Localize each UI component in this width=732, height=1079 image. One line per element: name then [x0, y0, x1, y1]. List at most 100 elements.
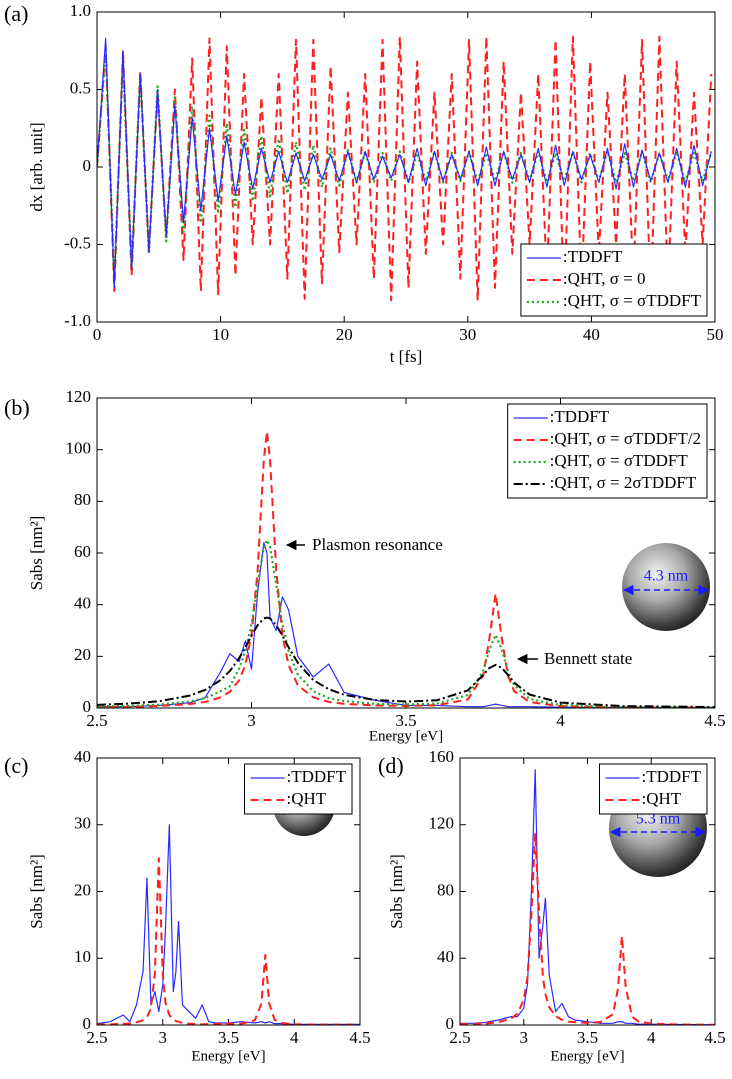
y-tick-label: 80	[74, 490, 91, 509]
series-group	[97, 430, 715, 708]
plot-frame	[96, 397, 716, 709]
legend: :TDDFT :QHT	[599, 763, 708, 815]
series-line	[460, 832, 715, 1025]
y-tick-label: 0.5	[70, 78, 91, 97]
legend-label: :QHT	[642, 789, 682, 808]
y-tick-label: 120	[66, 387, 92, 406]
panel: (a) 0 10 20 30 40 50 -1.0 -0.5 0 0.5 1.0 t [fs] dx [a…	[4, 1, 724, 366]
series-line	[97, 430, 715, 708]
y-tick-label: 30	[74, 814, 91, 833]
x-tick-label: 50	[707, 325, 724, 344]
legend-label: :QHT, σ = σTDDFT/2	[550, 429, 701, 448]
x-tick-label: 4.5	[704, 711, 725, 730]
y-tick-label: 40	[437, 947, 454, 966]
series-line	[97, 616, 715, 708]
y-tick-label: 10	[74, 947, 91, 966]
series-line	[97, 35, 713, 302]
x-axis-label: Energy [eV]	[369, 728, 443, 744]
series-line	[97, 538, 715, 708]
y-axis-label: Sabs [nm²]	[27, 854, 46, 929]
x-tick-label: 3	[520, 1028, 529, 1047]
y-axis-label: Sabs [nm²]	[27, 516, 46, 591]
series-group	[460, 769, 715, 1025]
y-tick-label: 100	[66, 439, 92, 458]
annotation: 5.3 nm	[636, 811, 681, 828]
y-tick-label: 40	[74, 747, 91, 766]
y-tick-label: 120	[429, 814, 455, 833]
legend: :TDDFT :QHT	[244, 763, 353, 815]
series-line	[97, 37, 712, 289]
legend-box	[599, 763, 708, 815]
y-tick-label: 0	[83, 156, 92, 175]
annotation: Plasmon resonance	[312, 535, 443, 554]
x-tick-label: 2.5	[86, 1028, 107, 1047]
x-axis-label: Energy [eV]	[191, 1048, 265, 1064]
x-tick-label: 20	[336, 325, 353, 344]
series-line	[97, 857, 360, 1025]
y-tick-label: -1.0	[64, 311, 91, 330]
x-tick-label: 3	[159, 1028, 168, 1047]
y-tick-label: 20	[74, 880, 91, 899]
legend-box	[507, 403, 708, 499]
legend-box	[520, 243, 708, 317]
x-tick-label: 4.5	[704, 1028, 725, 1047]
plot-frame	[96, 11, 716, 323]
x-tick-label: 0	[93, 325, 102, 344]
x-axis-label: t [fs]	[390, 347, 423, 366]
y-tick-label: 0	[83, 1014, 92, 1033]
x-tick-label: 3.5	[395, 711, 416, 730]
annotation: Bennett state	[544, 649, 632, 668]
y-tick-label: 160	[429, 747, 455, 766]
y-axis-label: dx [arb. unit]	[27, 122, 46, 211]
legend-label: :TDDFT	[287, 767, 347, 786]
x-tick-label: 4	[556, 711, 565, 730]
x-tick-label: 4	[290, 1028, 299, 1047]
y-tick-label: 20	[74, 645, 91, 664]
y-tick-label: 0	[83, 697, 92, 716]
y-axis-label: Sabs [nm²]	[387, 854, 406, 929]
panel-label: (c)	[4, 753, 28, 778]
x-tick-label: 3.5	[218, 1028, 239, 1047]
x-tick-label: 3.5	[577, 1028, 598, 1047]
y-tick-label: 60	[74, 542, 91, 561]
legend-label: :TDDFT	[563, 247, 623, 266]
panel: (c) 2.5 3 3.5 4 4.5 0 10 20 30 40 Energy [eV] Sabs […	[4, 747, 371, 1065]
x-tick-label: 4	[647, 1028, 656, 1047]
series-line	[460, 769, 715, 1025]
panel-label: (a)	[4, 1, 28, 26]
x-axis-label: Energy [eV]	[550, 1048, 624, 1064]
x-tick-label: 2.5	[449, 1028, 470, 1047]
panel: (d) 2.5 3 3.5 4 4.5 0 40 80 120 160 Energy [eV] Sabs…	[378, 747, 726, 1065]
legend-label: :QHT, σ = 2σTDDFT	[550, 473, 697, 492]
sphere-b	[622, 543, 710, 631]
series-group	[97, 35, 713, 302]
legend-label: :QHT, σ = σTDDFT	[550, 451, 689, 470]
plot-frame	[459, 757, 716, 1026]
plot-frame	[96, 757, 361, 1026]
x-tick-label: 10	[212, 325, 229, 344]
panel-label: (d)	[378, 753, 404, 778]
legend-label: :QHT	[287, 789, 327, 808]
y-tick-label: 80	[437, 880, 454, 899]
legend-label: :QHT, σ = σTDDFT	[563, 291, 702, 310]
x-tick-label: 4.5	[349, 1028, 370, 1047]
y-tick-label: 40	[74, 594, 91, 613]
x-tick-label: 3	[247, 711, 256, 730]
legend-box	[244, 763, 353, 815]
annotation: 4.3 nm	[644, 568, 689, 585]
legend-label: :TDDFT	[642, 767, 702, 786]
y-tick-label: 1.0	[70, 1, 91, 20]
legend: :TDDFT:QHT, σ = 0:QHT, σ = σTDDFT	[520, 243, 708, 317]
series-group	[97, 824, 360, 1025]
x-tick-label: 2.5	[86, 711, 107, 730]
panel: (b) 2.5 3 3.5 4 4.5 0 20 40 60 80 100 120 Energy [eV]…	[4, 387, 726, 745]
x-tick-label: 30	[459, 325, 476, 344]
y-tick-label: 0	[446, 1014, 455, 1033]
series-line	[97, 542, 715, 708]
legend: :TDDFT :QHT, σ = σTDDFT/2 :QHT, σ = σTDDFT…	[507, 403, 708, 499]
panel-label: (b)	[4, 395, 30, 420]
y-tick-label: -0.5	[64, 233, 91, 252]
legend-label: :TDDFT	[550, 407, 610, 426]
